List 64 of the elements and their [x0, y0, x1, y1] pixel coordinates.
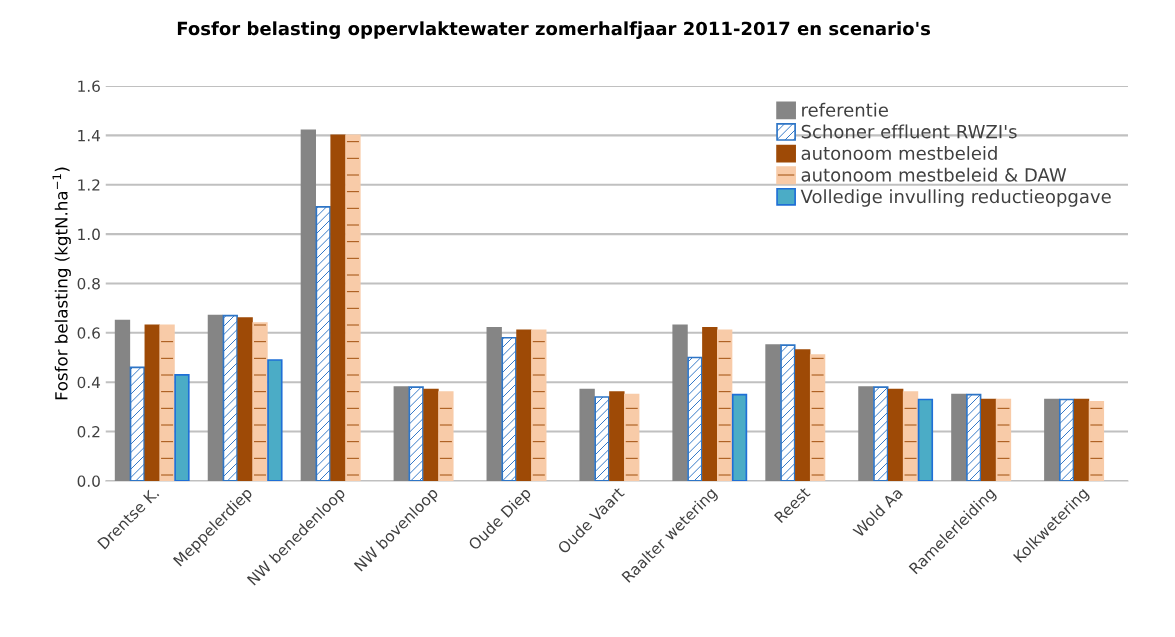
bar	[995, 398, 1012, 481]
bar	[731, 393, 748, 481]
chart-title: Fosfor belasting oppervlaktewater zomerhalfjaar 2011-2017 en scenario's	[177, 21, 931, 39]
bar	[486, 327, 502, 481]
bar	[330, 134, 346, 481]
bar	[345, 134, 361, 481]
legend-label: autonoom mestbeleid	[801, 146, 997, 161]
legend-label: Schoner effluent RWZI's	[801, 124, 1017, 139]
bar	[717, 329, 733, 481]
bar	[951, 393, 967, 481]
bar	[672, 324, 688, 481]
bar	[809, 354, 826, 481]
bar	[1073, 398, 1090, 481]
bar	[531, 329, 547, 481]
bar	[609, 391, 625, 481]
bar	[966, 393, 982, 481]
bar	[795, 349, 811, 481]
bar	[980, 398, 997, 481]
bar	[858, 386, 874, 481]
legend-label: Volledige invulling reductieopgave	[800, 189, 1111, 207]
legend-label: referentie	[802, 102, 888, 117]
y-tick-label: 0.0	[77, 475, 100, 487]
bar	[144, 324, 160, 481]
bar	[1088, 401, 1105, 481]
y-tick-label: 1.6	[78, 80, 100, 93]
bar	[902, 391, 919, 481]
bar	[516, 329, 532, 481]
bar	[1058, 398, 1075, 481]
y-tick-label: 0.4	[77, 376, 101, 389]
bar	[501, 336, 517, 481]
bar	[579, 388, 595, 481]
bar	[114, 319, 131, 481]
bar	[159, 324, 175, 481]
bar	[423, 388, 439, 481]
bar	[129, 366, 146, 481]
bar	[237, 317, 253, 481]
bar	[780, 344, 796, 481]
bar	[267, 359, 283, 481]
y-axis-title: Fosfor belasting (kgtN.ha$^{−1}$)	[52, 167, 71, 400]
bar	[917, 398, 934, 481]
bar	[408, 386, 424, 481]
bar	[887, 388, 904, 481]
bar	[207, 314, 224, 481]
y-tick-label: 1.4	[78, 130, 101, 142]
bar	[174, 373, 190, 481]
bar	[765, 344, 781, 481]
y-tick-label: 1.2	[78, 179, 100, 191]
bar	[300, 129, 317, 481]
bar	[702, 327, 718, 481]
bar	[594, 396, 610, 481]
bar	[1044, 398, 1060, 481]
bar	[393, 386, 409, 481]
bar	[315, 206, 331, 481]
bar	[222, 314, 238, 481]
y-tick-label: 0.2	[77, 426, 100, 438]
y-tick-label: 0.6	[77, 327, 100, 339]
bar	[687, 356, 703, 481]
legend-label: autonoom mestbeleid & DAW	[801, 167, 1067, 182]
bar	[873, 386, 889, 481]
y-tick-label: 1.0	[78, 228, 100, 241]
bar	[624, 393, 640, 481]
bar	[252, 322, 268, 481]
bar	[438, 391, 454, 481]
y-tick-label: 0.8	[77, 277, 100, 290]
